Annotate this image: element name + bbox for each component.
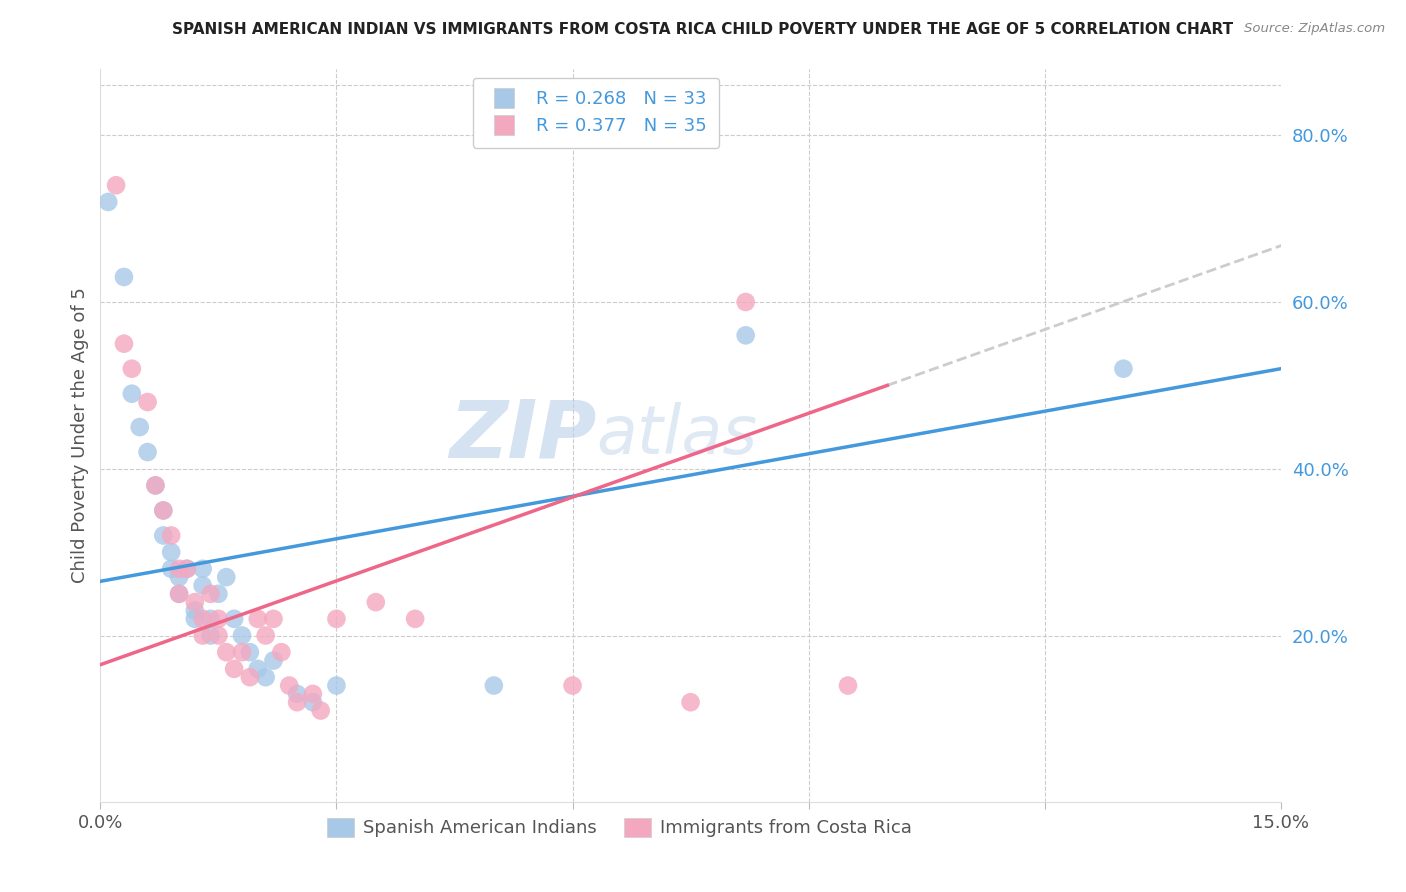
- Point: [404, 612, 426, 626]
- Point: [136, 445, 159, 459]
- Point: [263, 612, 285, 626]
- Point: [121, 386, 143, 401]
- Point: [246, 662, 269, 676]
- Point: [121, 361, 143, 376]
- Point: [270, 645, 292, 659]
- Point: [263, 653, 285, 667]
- Point: [200, 612, 222, 626]
- Point: [200, 628, 222, 642]
- Point: [184, 612, 207, 626]
- Point: [734, 295, 756, 310]
- Point: [285, 695, 308, 709]
- Point: [278, 679, 301, 693]
- Point: [167, 570, 190, 584]
- Point: [176, 562, 198, 576]
- Point: [105, 178, 128, 193]
- Point: [128, 420, 150, 434]
- Point: [561, 679, 583, 693]
- Point: [215, 645, 238, 659]
- Point: [285, 687, 308, 701]
- Point: [152, 528, 174, 542]
- Point: [679, 695, 702, 709]
- Y-axis label: Child Poverty Under the Age of 5: Child Poverty Under the Age of 5: [72, 287, 89, 583]
- Point: [224, 612, 246, 626]
- Point: [112, 336, 135, 351]
- Point: [191, 628, 214, 642]
- Point: [254, 628, 277, 642]
- Point: [191, 562, 214, 576]
- Point: [191, 612, 214, 626]
- Point: [152, 503, 174, 517]
- Point: [167, 587, 190, 601]
- Point: [167, 562, 190, 576]
- Point: [160, 528, 183, 542]
- Point: [734, 328, 756, 343]
- Point: [160, 562, 183, 576]
- Point: [325, 679, 347, 693]
- Point: [1112, 361, 1135, 376]
- Point: [207, 587, 229, 601]
- Point: [167, 587, 190, 601]
- Point: [152, 503, 174, 517]
- Point: [364, 595, 387, 609]
- Text: atlas: atlas: [596, 402, 758, 468]
- Point: [145, 478, 167, 492]
- Text: ZIP: ZIP: [449, 396, 596, 475]
- Point: [239, 670, 262, 684]
- Point: [224, 662, 246, 676]
- Point: [207, 612, 229, 626]
- Text: Source: ZipAtlas.com: Source: ZipAtlas.com: [1244, 22, 1385, 36]
- Point: [176, 562, 198, 576]
- Point: [231, 645, 253, 659]
- Point: [215, 570, 238, 584]
- Point: [246, 612, 269, 626]
- Point: [184, 603, 207, 617]
- Point: [200, 587, 222, 601]
- Legend: Spanish American Indians, Immigrants from Costa Rica: Spanish American Indians, Immigrants fro…: [321, 811, 920, 845]
- Text: SPANISH AMERICAN INDIAN VS IMMIGRANTS FROM COSTA RICA CHILD POVERTY UNDER THE AG: SPANISH AMERICAN INDIAN VS IMMIGRANTS FR…: [173, 22, 1233, 37]
- Point: [239, 645, 262, 659]
- Point: [302, 687, 325, 701]
- Point: [325, 612, 347, 626]
- Point: [837, 679, 859, 693]
- Point: [309, 704, 332, 718]
- Point: [184, 595, 207, 609]
- Point: [207, 628, 229, 642]
- Point: [302, 695, 325, 709]
- Point: [136, 395, 159, 409]
- Point: [160, 545, 183, 559]
- Point: [145, 478, 167, 492]
- Point: [231, 628, 253, 642]
- Point: [191, 578, 214, 592]
- Point: [482, 679, 505, 693]
- Point: [97, 194, 120, 209]
- Point: [254, 670, 277, 684]
- Point: [112, 270, 135, 285]
